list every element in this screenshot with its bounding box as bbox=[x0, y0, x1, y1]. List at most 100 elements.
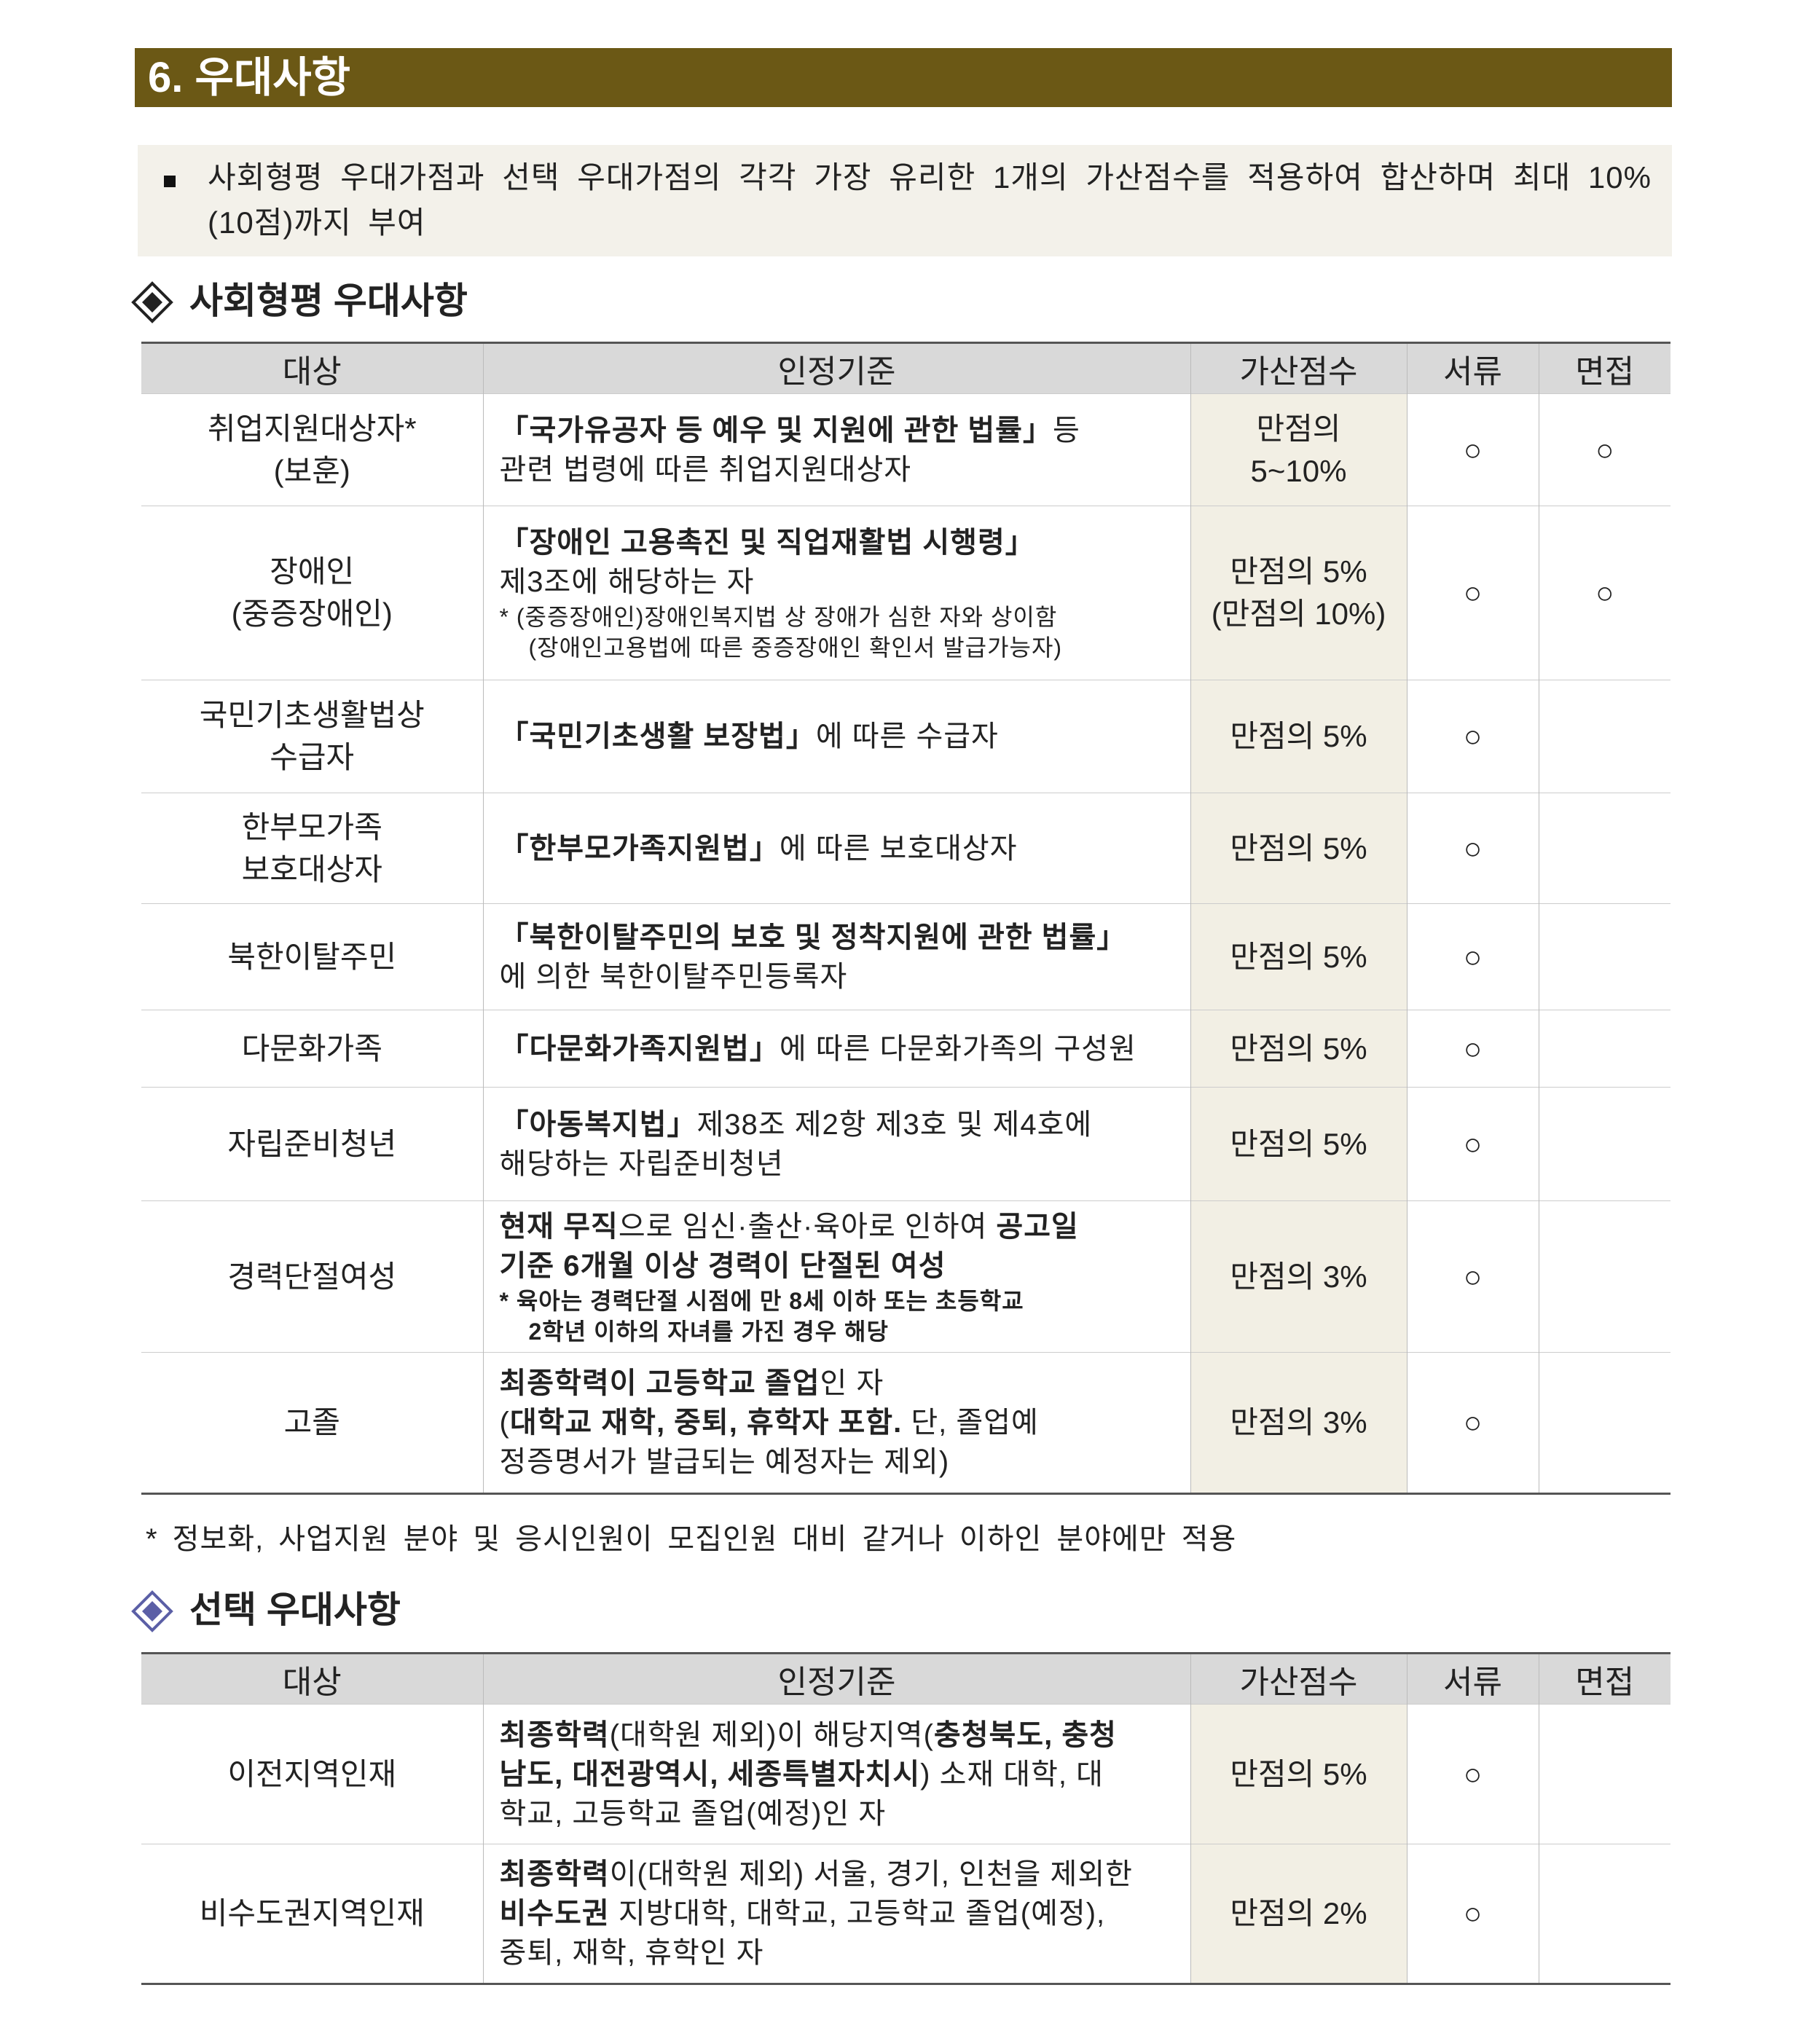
score-cell: 만점의 5~10% bbox=[1190, 393, 1407, 506]
score-cell: 만점의 5% bbox=[1190, 680, 1407, 793]
interview-cell bbox=[1538, 1704, 1670, 1844]
criteria-line: 「장애인 고용촉진 및 직업재활법 시행령」 bbox=[500, 523, 1174, 562]
criteria-text: (장애인고용법에 따른 중증장애인 확인서 발급가능자) bbox=[528, 634, 1063, 661]
target-line: 다문화가족 bbox=[241, 1031, 382, 1066]
criteria-text: 정증명서가 발급되는 예정자는 제외) bbox=[499, 1446, 950, 1478]
criteria-line: (장애인고용법에 따른 중증장애인 확인서 발급가능자) bbox=[500, 632, 1174, 663]
criteria-text: ) 소재 대학, 대 bbox=[920, 1758, 1104, 1791]
notice-text: 사회형평 우대가점과 선택 우대가점의 각각 가장 유리한 1개의 가산점수를 … bbox=[208, 160, 1652, 240]
criteria-text: 이(대학원 제외) 서울, 경기, 인천을 제외한 bbox=[609, 1858, 1133, 1890]
interview-cell: ○ bbox=[1538, 393, 1670, 506]
criteria-text: 기준 6개월 이상 경력이 단절된 여성 bbox=[499, 1249, 946, 1282]
document-mark: ○ bbox=[1463, 432, 1483, 467]
criteria-text: 중퇴, 재학, 휴학인 자 bbox=[499, 1937, 764, 1969]
criteria-line: 2학년 이하의 자녀를 가진 경우 해당 bbox=[500, 1316, 1174, 1347]
criteria-line: 최종학력이(대학원 제외) 서울, 경기, 인천을 제외한 bbox=[500, 1855, 1174, 1894]
criteria-cell: 최종학력(대학원 제외)이 해당지역(충청북도, 충청 남도, 대전광역시, 세종… bbox=[482, 1704, 1190, 1844]
score-cell: 만점의 5% bbox=[1190, 1087, 1407, 1201]
section-title: 사회형평 우대사항 bbox=[131, 275, 468, 326]
column-header: 대상 bbox=[141, 1652, 483, 1705]
table: 대상 인정기준 가산점수 서류 면접 이전지역인재 최종학력(대학원 제외)이 해당지역(충… bbox=[141, 1652, 1670, 1985]
column-header: 면접 bbox=[1538, 342, 1670, 394]
criteria-cell: 「북한이탈주민의 보호 및 정착지원에 관한 법률」 에 의한 북한이탈주민등록자 bbox=[482, 903, 1190, 1010]
target-line: 취업지원대상자* bbox=[207, 411, 417, 446]
criteria-text: 에 따른 다문화가족의 구성원 bbox=[779, 1032, 1136, 1065]
document-mark: ○ bbox=[1463, 1126, 1483, 1161]
interview-cell bbox=[1538, 1844, 1670, 1985]
document-cell: ○ bbox=[1406, 1844, 1539, 1985]
interview-cell bbox=[1538, 1087, 1670, 1201]
table-row: 취업지원대상자* (보훈) 「국가유공자 등 예우 및 지원에 관한 법률」등 관련 … bbox=[141, 393, 1670, 506]
interview-mark: ○ bbox=[1595, 575, 1614, 610]
criteria-line: 최종학력이 고등학교 졸업인 자 bbox=[500, 1364, 1174, 1403]
criteria-text: 「북한이탈주민의 보호 및 정착지원에 관한 법률」 bbox=[499, 921, 1127, 954]
criteria-text: 단, 졸업예 bbox=[902, 1407, 1039, 1439]
interview-cell bbox=[1538, 1352, 1670, 1495]
criteria-line: 「국가유공자 등 예우 및 지원에 관한 법률」등 bbox=[500, 411, 1174, 450]
document-cell: ○ bbox=[1406, 793, 1539, 904]
criteria-text: 충청북도, 충청 bbox=[933, 1718, 1117, 1751]
criteria-text: * 육아는 경력단절 시점에 만 8세 이하 또는 초등학교 bbox=[499, 1287, 1024, 1314]
table: 대상 인정기준 가산점수 서류 면접 취업지원대상자* (보훈) 「국가유공자 등 예우 및 … bbox=[141, 342, 1670, 1495]
interview-cell bbox=[1538, 793, 1670, 904]
table-row: 자립준비청년 「아동복지법」제38조 제2항 제3호 및 제4호에 해당하는 자립준… bbox=[141, 1087, 1670, 1201]
section-header: 6. 우대사항 bbox=[135, 48, 1672, 107]
document-cell: ○ bbox=[1406, 903, 1539, 1010]
score-cell: 만점의 2% bbox=[1190, 1844, 1407, 1985]
column-header: 서류 bbox=[1406, 342, 1539, 394]
target-cell: 국민기초생활법상 수급자 bbox=[141, 680, 483, 793]
diamond-icon bbox=[131, 1590, 173, 1632]
criteria-text: 「장애인 고용촉진 및 직업재활법 시행령」 bbox=[499, 527, 1035, 559]
criteria-text: 관련 법령에 따른 취업지원대상자 bbox=[499, 453, 912, 486]
table-row: 비수도권지역인재 최종학력이(대학원 제외) 서울, 경기, 인천을 제외한 비수도… bbox=[141, 1844, 1670, 1985]
criteria-cell: 「국가유공자 등 예우 및 지원에 관한 법률」등 관련 법령에 따른 취업지원대… bbox=[482, 393, 1190, 506]
criteria-text: 남도, 대전광역시, 세종특별자치시 bbox=[499, 1758, 921, 1791]
score-line: 만점의 3% bbox=[1230, 1405, 1367, 1439]
criteria-text: 제38조 제2항 제3호 및 제4호에 bbox=[696, 1108, 1093, 1141]
criteria-text: 「국민기초생활 보장법」 bbox=[499, 720, 816, 752]
score-line: 만점의 5% bbox=[1230, 939, 1367, 974]
score-line: 만점의 5% bbox=[1230, 1126, 1367, 1161]
interview-cell bbox=[1538, 680, 1670, 793]
interview-cell bbox=[1538, 1010, 1670, 1088]
criteria-line: 「북한이탈주민의 보호 및 정착지원에 관한 법률」 bbox=[500, 918, 1174, 957]
target-line: 보호대상자 bbox=[241, 852, 382, 887]
score-line: 만점의 3% bbox=[1230, 1259, 1367, 1294]
criteria-text: 학교, 고등학교 졸업(예정)인 자 bbox=[499, 1797, 887, 1830]
criteria-text: 최종학력 bbox=[499, 1718, 610, 1751]
header-row: 대상 인정기준 가산점수 서류 면접 bbox=[141, 1652, 1670, 1705]
criteria-text: 제3조에 해당하는 자 bbox=[499, 566, 755, 598]
criteria-text: 해당하는 자립준비청년 bbox=[499, 1147, 784, 1180]
interview-cell bbox=[1538, 1200, 1670, 1353]
document-cell: ○ bbox=[1406, 1352, 1539, 1495]
document-cell: ○ bbox=[1406, 1010, 1539, 1088]
target-line: 고졸 bbox=[283, 1405, 340, 1439]
document-cell: ○ bbox=[1406, 1200, 1539, 1353]
document-mark: ○ bbox=[1463, 1896, 1483, 1930]
criteria-text: 「한부모가족지원법」 bbox=[499, 832, 780, 865]
criteria-text: ( bbox=[499, 1407, 510, 1439]
criteria-cell: 최종학력이 고등학교 졸업인 자 (대학교 재학, 중퇴, 휴학자 포함. 단, … bbox=[482, 1352, 1190, 1495]
table-row: 국민기초생활법상 수급자 「국민기초생활 보장법」에 따른 수급자 만점의 5% ○ bbox=[141, 680, 1670, 793]
criteria-text: 현재 무직 bbox=[499, 1210, 619, 1243]
document-mark: ○ bbox=[1463, 1031, 1483, 1066]
interview-cell bbox=[1538, 903, 1670, 1010]
section-title-text: 선택 우대사항 bbox=[189, 1589, 401, 1630]
document-mark: ○ bbox=[1463, 575, 1483, 610]
target-cell: 한부모가족 보호대상자 bbox=[141, 793, 483, 904]
criteria-line: 현재 무직으로 임신·출산·육아로 인하여 공고일 bbox=[500, 1207, 1174, 1246]
target-cell: 이전지역인재 bbox=[141, 1704, 483, 1844]
document-mark: ○ bbox=[1463, 1259, 1483, 1294]
table-row: 장애인 (중증장애인) 「장애인 고용촉진 및 직업재활법 시행령」 제3조에 해당하… bbox=[141, 506, 1670, 680]
score-cell: 만점의 5% bbox=[1190, 1704, 1407, 1844]
document-mark: ○ bbox=[1463, 1756, 1483, 1791]
target-line: 자립준비청년 bbox=[227, 1126, 397, 1161]
score-line: 만점의 2% bbox=[1230, 1896, 1367, 1930]
column-header: 대상 bbox=[141, 342, 483, 394]
criteria-line: 최종학력(대학원 제외)이 해당지역(충청북도, 충청 bbox=[500, 1715, 1174, 1755]
criteria-line: 제3조에 해당하는 자 bbox=[500, 562, 1174, 602]
score-cell: 만점의 3% bbox=[1190, 1200, 1407, 1353]
criteria-cell: 「한부모가족지원법」에 따른 보호대상자 bbox=[482, 793, 1190, 904]
criteria-text: * (중증장애인)장애인복지법 상 장애가 심한 자와 상이함 bbox=[499, 604, 1058, 630]
